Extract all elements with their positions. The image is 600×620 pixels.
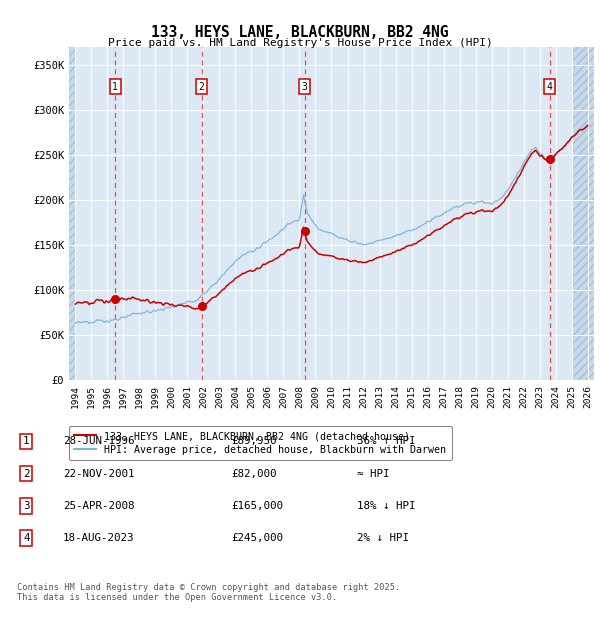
Text: 3: 3 bbox=[302, 81, 308, 92]
Text: 18% ↓ HPI: 18% ↓ HPI bbox=[357, 501, 415, 511]
Text: 22-NOV-2001: 22-NOV-2001 bbox=[63, 469, 134, 479]
Text: £89,950: £89,950 bbox=[231, 436, 277, 446]
Text: 1: 1 bbox=[112, 81, 118, 92]
Text: £165,000: £165,000 bbox=[231, 501, 283, 511]
Text: ≈ HPI: ≈ HPI bbox=[357, 469, 389, 479]
Text: 2: 2 bbox=[199, 81, 205, 92]
Text: 4: 4 bbox=[547, 81, 553, 92]
Text: 36% ↑ HPI: 36% ↑ HPI bbox=[357, 436, 415, 446]
Text: £82,000: £82,000 bbox=[231, 469, 277, 479]
Text: 28-JUN-1996: 28-JUN-1996 bbox=[63, 436, 134, 446]
Text: 1: 1 bbox=[23, 436, 29, 446]
Text: 2% ↓ HPI: 2% ↓ HPI bbox=[357, 533, 409, 543]
Text: 2: 2 bbox=[23, 469, 29, 479]
Text: Price paid vs. HM Land Registry's House Price Index (HPI): Price paid vs. HM Land Registry's House … bbox=[107, 38, 493, 48]
Legend: 133, HEYS LANE, BLACKBURN, BB2 4NG (detached house), HPI: Average price, detache: 133, HEYS LANE, BLACKBURN, BB2 4NG (deta… bbox=[69, 425, 452, 460]
Text: 3: 3 bbox=[23, 501, 29, 511]
Text: £245,000: £245,000 bbox=[231, 533, 283, 543]
Text: Contains HM Land Registry data © Crown copyright and database right 2025.
This d: Contains HM Land Registry data © Crown c… bbox=[17, 583, 400, 602]
Bar bbox=[69, 37, 76, 380]
Text: 18-AUG-2023: 18-AUG-2023 bbox=[63, 533, 134, 543]
Text: 133, HEYS LANE, BLACKBURN, BB2 4NG: 133, HEYS LANE, BLACKBURN, BB2 4NG bbox=[151, 25, 449, 40]
Bar bbox=[572, 37, 594, 380]
Text: 25-APR-2008: 25-APR-2008 bbox=[63, 501, 134, 511]
Text: 4: 4 bbox=[23, 533, 29, 543]
